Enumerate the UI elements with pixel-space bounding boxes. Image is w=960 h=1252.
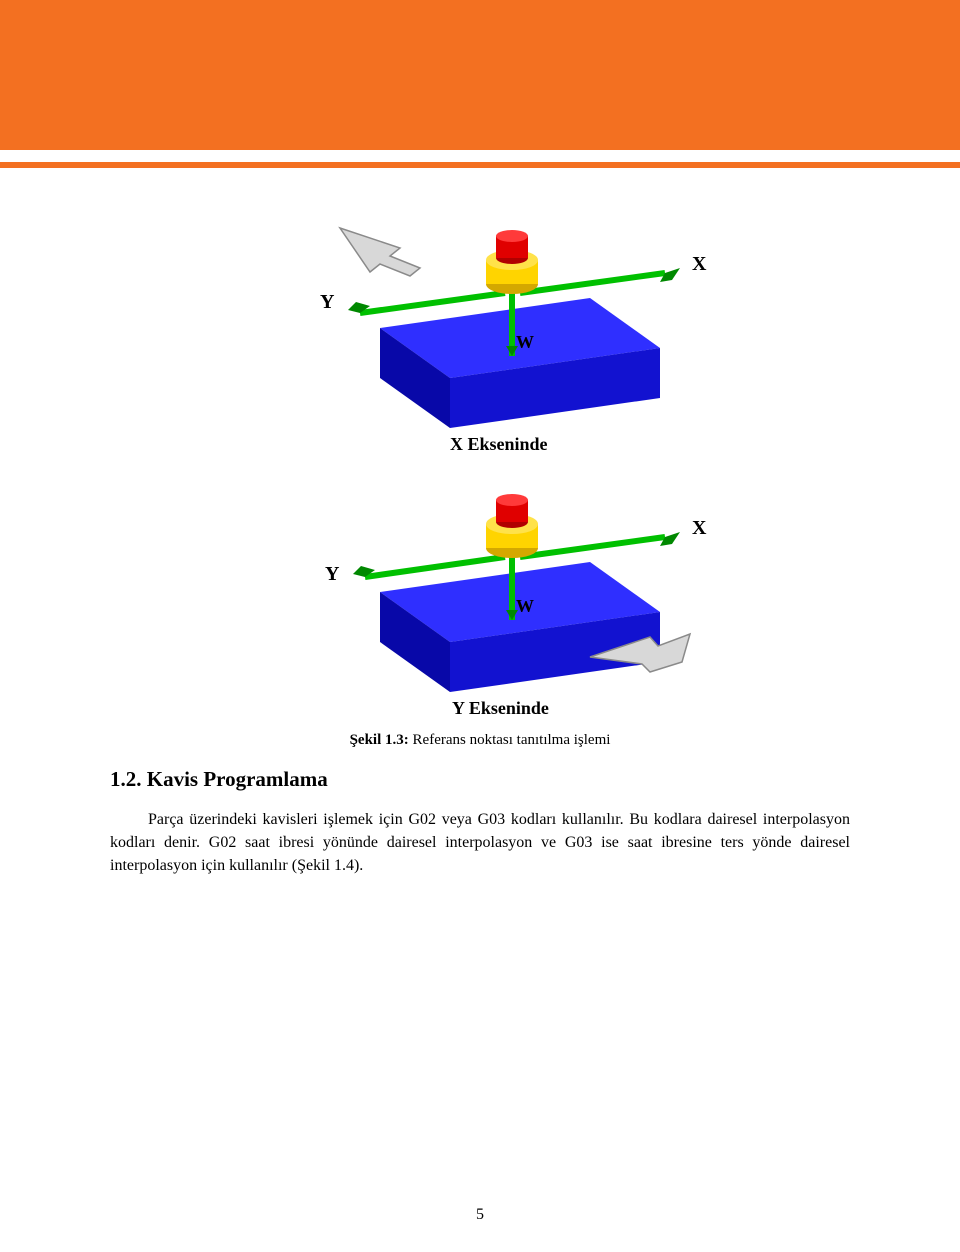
section-paragraph: Parça üzerindeki kavisleri işlemek için … <box>110 808 850 878</box>
figure-y-axis: Y X <box>220 462 740 722</box>
x-axis-arrow <box>520 532 680 557</box>
figure-caption: Şekil 1.3: Referans noktası tanıtılma iş… <box>110 732 850 749</box>
x-axis-label: X <box>692 517 707 539</box>
figure1-caption: X Ekseninde <box>450 434 548 454</box>
y-axis-arrow <box>353 557 505 577</box>
w-origin-label: W <box>516 596 534 616</box>
figure-x-axis: Y X <box>220 198 740 458</box>
x-axis-label: X <box>692 253 707 275</box>
caption-text: Referans noktası tanıtılma işlemi <box>409 732 611 748</box>
figures-container: Y X <box>110 198 850 722</box>
tool-spindle <box>486 494 538 558</box>
workpiece-block <box>380 562 660 692</box>
workpiece-block <box>380 298 660 428</box>
w-origin-label: W <box>516 332 534 352</box>
y-axis-arrow <box>348 293 505 313</box>
header-banner <box>0 0 960 150</box>
section-heading: 1.2. Kavis Programlama <box>110 767 850 792</box>
tool-spindle <box>486 230 538 294</box>
figure2-caption: Y Ekseninde <box>452 698 549 718</box>
page-content: Y X <box>0 168 960 878</box>
page-number: 5 <box>0 1206 960 1224</box>
motion-arrow-icon <box>340 228 420 276</box>
y-axis-label: Y <box>325 563 340 585</box>
x-axis-arrow <box>520 268 680 293</box>
caption-bold: Şekil 1.3: <box>350 732 409 748</box>
y-axis-label: Y <box>320 291 335 313</box>
